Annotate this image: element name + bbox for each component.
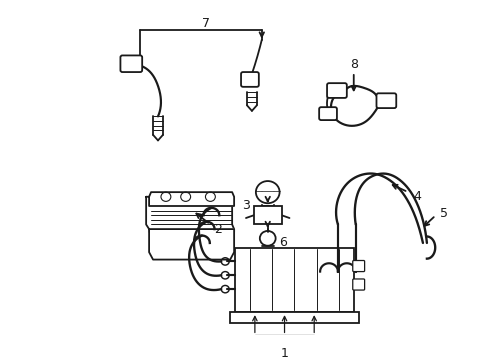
Polygon shape <box>149 229 234 260</box>
Text: 5: 5 <box>439 207 447 220</box>
Polygon shape <box>149 192 234 206</box>
FancyBboxPatch shape <box>319 107 336 120</box>
Text: 1: 1 <box>280 347 288 360</box>
FancyBboxPatch shape <box>230 312 358 323</box>
Text: 2: 2 <box>214 222 222 235</box>
Text: 6: 6 <box>279 237 287 249</box>
Text: 8: 8 <box>349 58 357 71</box>
Polygon shape <box>146 197 234 234</box>
FancyBboxPatch shape <box>235 248 353 312</box>
FancyBboxPatch shape <box>120 55 142 72</box>
Text: 7: 7 <box>202 17 209 30</box>
Text: 3: 3 <box>242 199 249 212</box>
FancyBboxPatch shape <box>352 279 364 290</box>
FancyBboxPatch shape <box>376 93 395 108</box>
FancyBboxPatch shape <box>253 206 281 225</box>
Text: 4: 4 <box>412 190 420 203</box>
FancyBboxPatch shape <box>241 72 258 87</box>
Polygon shape <box>255 192 279 203</box>
FancyBboxPatch shape <box>326 83 346 98</box>
FancyBboxPatch shape <box>352 261 364 271</box>
